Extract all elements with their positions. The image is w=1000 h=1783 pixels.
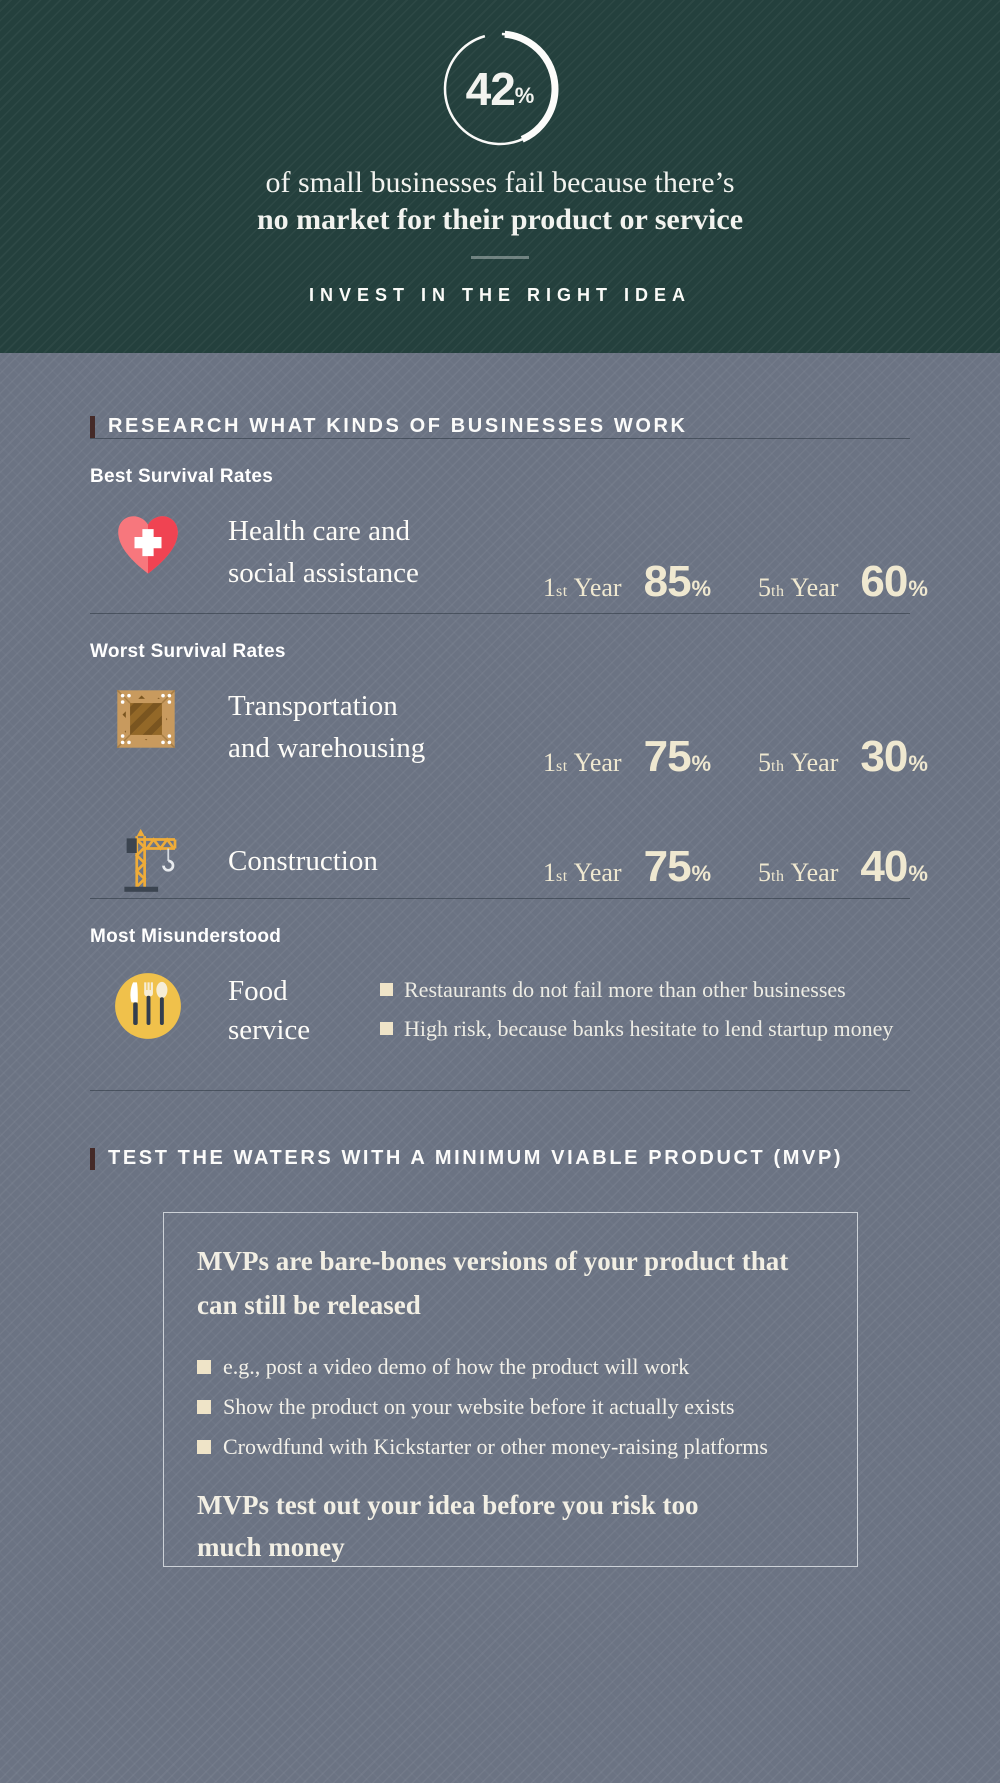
mvp-footer-line1: MVPs test out your idea before you risk …	[197, 1490, 699, 1520]
row-title-line1: Food	[228, 975, 288, 1007]
stat-unit: %	[691, 751, 712, 776]
row-title-line1: Construction	[228, 845, 378, 877]
stat-label-ordinal: st	[556, 758, 568, 775]
row-title-construction: Construction	[228, 840, 543, 898]
stat-label-ordinal: th	[771, 868, 785, 885]
stat-unit: %	[691, 576, 712, 601]
divider	[90, 613, 910, 614]
divider	[90, 898, 910, 899]
stat-value: 75	[643, 732, 692, 781]
section-heading-mvp: TEST THE WATERS WITH A MINIMUM VIABLE PR…	[90, 1091, 910, 1170]
divider	[90, 1090, 910, 1091]
stat-unit: %	[908, 751, 928, 776]
row-title-food-service: Food service	[228, 970, 380, 1050]
hero-stat-unit: %	[514, 83, 535, 108]
stat-unit: %	[908, 861, 928, 886]
row-title-line1: Health care and	[228, 515, 410, 547]
heart-medical-icon	[112, 510, 184, 582]
group-label-misunderstood: Most Misunderstood	[90, 926, 282, 947]
cutlery-icon	[112, 970, 184, 1042]
mvp-box-title: MVPs are bare-bones versions of your pro…	[197, 1239, 817, 1327]
mvp-bullet-item: Show the product on your website before …	[197, 1387, 817, 1427]
stat-label-num: 1	[543, 748, 556, 777]
stat-label-ordinal: th	[771, 758, 785, 775]
mvp-box-footer: MVPs test out your idea before you risk …	[197, 1484, 817, 1568]
hero-subtitle-line1: of small businesses fail because there’s	[265, 166, 735, 199]
hero-divider	[471, 256, 529, 259]
section-heading-mvp-label: TEST THE WATERS WITH A MINIMUM VIABLE PR…	[108, 1147, 844, 1169]
section-heading-research-label: RESEARCH WHAT KINDS OF BUSINESSES WORK	[108, 415, 688, 437]
stat-label-word: Year	[573, 748, 622, 777]
row-title-line2: service	[228, 1014, 311, 1046]
stat-label-word: Year	[790, 573, 839, 602]
group-label-best: Best Survival Rates	[90, 466, 274, 487]
mvp-info-box: MVPs are bare-bones versions of your pro…	[163, 1212, 858, 1567]
stat-label-num: 1	[543, 858, 556, 887]
row-title-line1: Transportation	[228, 690, 398, 722]
stat-unit: %	[691, 861, 712, 886]
divider	[90, 438, 910, 439]
mvp-footer-line2: much money	[197, 1532, 345, 1562]
stat-value: 40	[860, 842, 908, 891]
stat-value: 30	[860, 732, 908, 781]
heading-accent-bar	[90, 415, 95, 438]
food-bullet-item: Restaurants do not fail more than other …	[380, 970, 910, 1009]
stat-label-word: Year	[790, 858, 839, 887]
stat-label-word: Year	[573, 573, 622, 602]
stat-label-num: 5	[758, 748, 771, 777]
hero-kicker: INVEST IN THE RIGHT IDEA	[308, 285, 692, 305]
row-food-service: Food service Restaurants do not fail mor…	[90, 970, 910, 1050]
hero-stat-value: 42	[465, 63, 516, 115]
content-section: RESEARCH WHAT KINDS OF BUSINESSES WORK B…	[0, 353, 1000, 1783]
section-heading-research: RESEARCH WHAT KINDS OF BUSINESSES WORK	[90, 353, 910, 438]
progress-ring-42-percent: 42 %	[439, 28, 561, 150]
hero-subtitle: of small businesses fail because there’s…	[0, 164, 1000, 238]
stat-label-ordinal: st	[556, 868, 568, 885]
mvp-bullet-list: e.g., post a video demo of how the produ…	[197, 1347, 817, 1467]
stat-label-ordinal: th	[771, 583, 785, 600]
row-title-transportation: Transportation and warehousing	[228, 685, 543, 788]
stat-label-ordinal: st	[556, 583, 568, 600]
stat-label-word: Year	[573, 858, 622, 887]
row-title-line2: social assistance	[228, 557, 419, 589]
stat-label-num: 1	[543, 573, 556, 602]
food-bullet-list: Restaurants do not fail more than other …	[380, 970, 910, 1048]
crane-icon	[112, 826, 184, 898]
mvp-bullet-item: e.g., post a video demo of how the produ…	[197, 1347, 817, 1387]
row-title-line2: and warehousing	[228, 732, 426, 764]
stat-label-word: Year	[790, 748, 839, 777]
hero-subtitle-line2: no market for their product or service	[256, 203, 744, 236]
mvp-bullet-item: Crowdfund with Kickstarter or other mone…	[197, 1427, 817, 1467]
row-title-health-care: Health care and social assistance	[228, 510, 543, 613]
heading-accent-bar	[90, 1147, 95, 1170]
mvp-title-line1: MVPs are bare-bones versions of your pro…	[197, 1246, 789, 1276]
mvp-title-line2: can still be released	[197, 1290, 421, 1320]
stat-value: 75	[643, 842, 692, 891]
stat-label-num: 5	[758, 573, 771, 602]
stat-value: 60	[860, 557, 908, 606]
stat-unit: %	[908, 576, 928, 601]
stat-label-num: 5	[758, 858, 771, 887]
hero-section: 42 % of small businesses fail because th…	[0, 0, 1000, 353]
group-label-worst: Worst Survival Rates	[90, 641, 286, 662]
stat-value: 85	[643, 557, 692, 606]
crate-icon	[112, 685, 184, 757]
progress-ring-icon	[441, 30, 559, 148]
food-bullet-item: High risk, because banks hesitate to len…	[380, 1009, 910, 1048]
